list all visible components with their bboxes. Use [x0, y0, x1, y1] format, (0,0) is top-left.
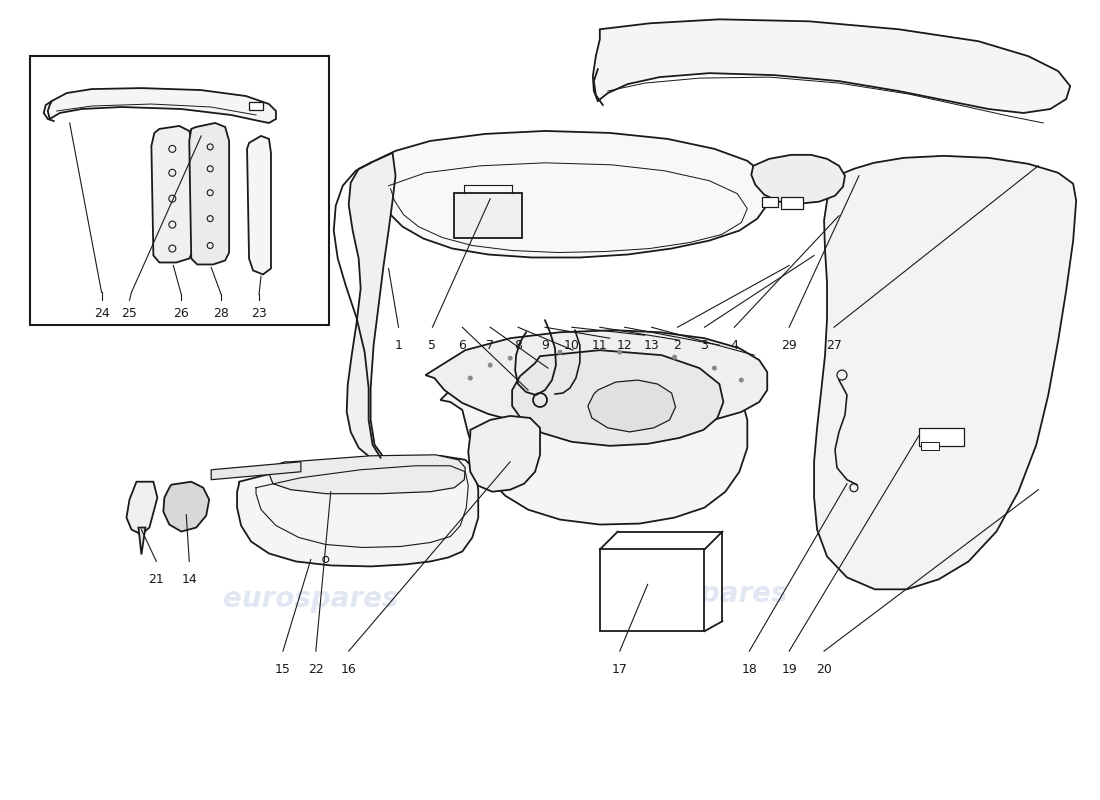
Text: 12: 12 [617, 339, 632, 352]
Circle shape [487, 362, 493, 368]
Bar [249, 102, 263, 110]
Circle shape [507, 356, 513, 361]
Text: 18: 18 [741, 663, 757, 676]
Polygon shape [47, 88, 276, 123]
Text: 20: 20 [816, 663, 832, 676]
Text: 9: 9 [541, 339, 549, 352]
Polygon shape [163, 482, 209, 531]
Polygon shape [469, 416, 540, 492]
Text: 7: 7 [486, 339, 494, 352]
Circle shape [672, 354, 678, 360]
Text: 25: 25 [121, 307, 138, 320]
Polygon shape [189, 123, 229, 265]
Text: 15: 15 [275, 663, 290, 676]
Text: 13: 13 [644, 339, 660, 352]
Text: 27: 27 [826, 339, 842, 352]
Text: eurospares: eurospares [612, 580, 788, 608]
Polygon shape [211, 462, 301, 480]
Polygon shape [371, 131, 769, 258]
Text: 24: 24 [94, 307, 109, 320]
Text: 22: 22 [308, 663, 323, 676]
Polygon shape [454, 193, 522, 238]
Text: 28: 28 [213, 307, 229, 320]
Text: eurospares: eurospares [99, 202, 274, 230]
Text: eurospares: eurospares [472, 217, 648, 245]
Polygon shape [152, 126, 194, 262]
Text: 26: 26 [174, 307, 189, 320]
Bar [762, 197, 778, 206]
Text: 8: 8 [514, 339, 522, 352]
Circle shape [558, 350, 562, 354]
Polygon shape [238, 456, 478, 566]
Polygon shape [126, 482, 157, 534]
Bar [781, 197, 803, 209]
Text: eurospares: eurospares [223, 586, 398, 614]
Text: 16: 16 [341, 663, 356, 676]
Polygon shape [513, 350, 724, 446]
Text: 11: 11 [592, 339, 607, 352]
Text: 3: 3 [701, 339, 708, 352]
Polygon shape [270, 455, 465, 494]
Bar [918, 428, 964, 446]
Text: 4: 4 [730, 339, 738, 352]
Polygon shape [587, 380, 675, 432]
Text: 5: 5 [428, 339, 437, 352]
Circle shape [739, 378, 744, 382]
Text: 2: 2 [673, 339, 682, 352]
Polygon shape [814, 156, 1076, 590]
Text: 10: 10 [564, 339, 580, 352]
Circle shape [617, 350, 623, 354]
Polygon shape [426, 330, 767, 430]
Text: 29: 29 [781, 339, 798, 352]
Polygon shape [600, 550, 704, 631]
Text: 23: 23 [251, 307, 267, 320]
Text: 14: 14 [182, 574, 197, 586]
Polygon shape [139, 527, 145, 554]
Bar [30, 56, 329, 326]
Circle shape [468, 375, 473, 381]
Text: 1: 1 [395, 339, 403, 352]
Polygon shape [751, 155, 845, 204]
Polygon shape [248, 136, 271, 274]
Polygon shape [346, 153, 396, 458]
Bar [921, 442, 938, 450]
Polygon shape [440, 352, 747, 525]
Text: 19: 19 [781, 663, 798, 676]
Circle shape [712, 366, 717, 370]
Text: 17: 17 [612, 663, 628, 676]
Text: 21: 21 [148, 574, 164, 586]
Polygon shape [593, 19, 1070, 113]
Text: 6: 6 [459, 339, 466, 352]
